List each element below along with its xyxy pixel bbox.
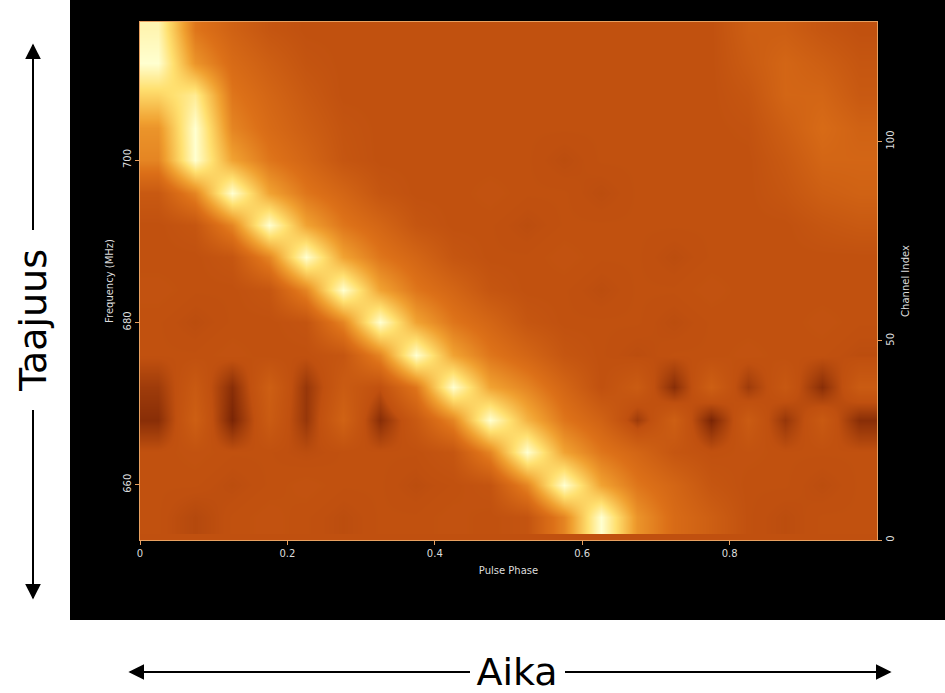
- svg-text:0.4: 0.4: [427, 548, 443, 559]
- svg-text:Frequency (MHz): Frequency (MHz): [104, 239, 115, 323]
- svg-text:700: 700: [122, 149, 133, 168]
- svg-text:680: 680: [122, 311, 133, 330]
- svg-text:50: 50: [885, 333, 896, 346]
- svg-text:0: 0: [885, 535, 896, 541]
- svg-text:0: 0: [137, 548, 143, 559]
- svg-text:0.8: 0.8: [722, 548, 738, 559]
- svg-text:Aika: Aika: [476, 650, 557, 693]
- svg-text:Channel Index: Channel Index: [900, 245, 911, 317]
- svg-text:0.6: 0.6: [574, 548, 590, 559]
- svg-text:100: 100: [885, 130, 896, 149]
- svg-text:660: 660: [122, 474, 133, 493]
- svg-text:Taajuus: Taajuus: [11, 249, 55, 392]
- svg-text:Pulse Phase: Pulse Phase: [479, 565, 538, 576]
- svg-text:0.2: 0.2: [279, 548, 295, 559]
